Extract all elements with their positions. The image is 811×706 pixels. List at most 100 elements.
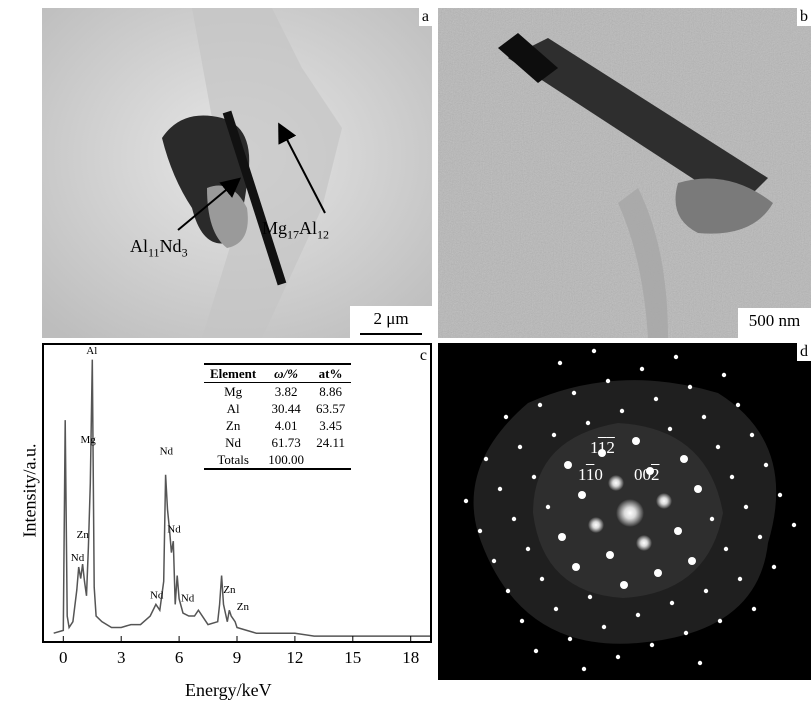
spectrum-line bbox=[53, 359, 430, 637]
cell: 63.57 bbox=[315, 400, 346, 416]
diffraction-spot bbox=[751, 606, 757, 612]
diffraction-spot bbox=[564, 461, 572, 469]
diffraction-spot bbox=[616, 499, 644, 527]
arrow-al11nd3 bbox=[177, 177, 242, 231]
peak-label: Zn bbox=[223, 584, 236, 596]
diffraction-spot bbox=[588, 517, 604, 533]
diffraction-spot bbox=[680, 455, 688, 463]
cell: Al bbox=[226, 400, 240, 416]
diffraction-spot bbox=[688, 557, 696, 565]
diffraction-spot bbox=[639, 366, 645, 372]
table-header-row: Element ω/% at% bbox=[204, 364, 352, 383]
x-tick-label: 18 bbox=[402, 648, 420, 667]
diffraction-spot bbox=[743, 504, 749, 510]
diffraction-spot bbox=[503, 414, 509, 420]
peak-label: Al bbox=[86, 345, 97, 357]
diffraction-spot bbox=[697, 660, 703, 666]
peak-label: Nd bbox=[167, 523, 181, 535]
diffraction-spot bbox=[673, 354, 679, 360]
tem-image-b: b 500 nm bbox=[438, 8, 811, 338]
diffraction-spot bbox=[667, 426, 673, 432]
peak-label: Nd bbox=[71, 552, 85, 564]
diffraction-spot bbox=[505, 588, 511, 594]
diffraction-spot bbox=[735, 402, 741, 408]
tem-image-a-graphic bbox=[42, 8, 432, 338]
diffraction-spot bbox=[619, 408, 625, 414]
scale-bar-b-text: 500 nm bbox=[748, 311, 801, 330]
x-tick-label: 3 bbox=[116, 648, 126, 667]
diffraction-spot bbox=[591, 348, 597, 354]
diffraction-spot bbox=[585, 420, 591, 426]
diffraction-spot bbox=[553, 606, 559, 612]
diffraction-spot bbox=[674, 527, 682, 535]
saed-pattern bbox=[463, 348, 797, 672]
table-row: Zn 4.01 3.45 bbox=[204, 417, 351, 434]
zone-index-002: 002 bbox=[634, 465, 660, 484]
scale-bar-a-line bbox=[360, 333, 422, 335]
panel-label-a: a bbox=[418, 8, 432, 26]
panel-label-d: d bbox=[797, 343, 811, 361]
diffraction-spot bbox=[715, 444, 721, 450]
diffraction-spot bbox=[463, 498, 469, 504]
tem-image-a: a Al11Nd3 Mg17Al12 2 μm bbox=[42, 8, 432, 338]
diffraction-spot bbox=[511, 516, 517, 522]
cell: 4.01 bbox=[274, 417, 298, 433]
chart-frame bbox=[42, 343, 432, 643]
cell: 3.82 bbox=[274, 383, 298, 399]
scale-bar-b: 500 nm bbox=[738, 308, 811, 338]
diffraction-spot bbox=[572, 563, 580, 571]
annotation-mg17al12: Mg17Al12 bbox=[262, 218, 330, 242]
column-header: ω/% bbox=[274, 365, 299, 381]
y-axis-label: Intensity/a.u. bbox=[19, 443, 40, 538]
diffraction-spot bbox=[620, 581, 628, 589]
diffraction-spot bbox=[545, 504, 551, 510]
eds-composition-table: Element ω/% at% Mg 3.82 8.86 Al 30.44 63.57 … bbox=[204, 363, 352, 470]
diffraction-spot bbox=[646, 467, 654, 475]
diffraction-spot bbox=[598, 449, 606, 457]
diffraction-spot bbox=[519, 618, 525, 624]
table-row: Mg 3.82 8.86 bbox=[204, 383, 351, 401]
diffraction-spot bbox=[777, 492, 783, 498]
diffraction-spot bbox=[791, 522, 797, 528]
diffraction-spot bbox=[703, 588, 709, 594]
diffraction-spot bbox=[539, 576, 545, 582]
diffraction-spot bbox=[771, 564, 777, 570]
zone-index-110: 110 bbox=[578, 465, 603, 484]
diffraction-spot bbox=[578, 491, 586, 499]
diffraction-spot bbox=[737, 576, 743, 582]
diffraction-spot bbox=[709, 516, 715, 522]
diffraction-spot bbox=[694, 485, 702, 493]
cell: Nd bbox=[225, 434, 242, 450]
peak-label: Zn bbox=[77, 529, 90, 541]
panel-label-b: b bbox=[797, 8, 811, 26]
peak-label: Nd bbox=[181, 592, 195, 604]
saed-pattern-panel: d 112 110 002 bbox=[438, 343, 811, 680]
diffraction-spot bbox=[605, 378, 611, 384]
x-tick-label: 9 bbox=[232, 648, 242, 667]
diffraction-spot bbox=[701, 414, 707, 420]
cell: 30.44 bbox=[271, 400, 301, 416]
diffraction-spot bbox=[608, 475, 624, 491]
diffraction-spot bbox=[537, 402, 543, 408]
diffraction-spot bbox=[517, 444, 523, 450]
cell: 3.45 bbox=[319, 417, 342, 433]
annotation-arrows bbox=[177, 122, 326, 231]
diffraction-spot bbox=[649, 642, 655, 648]
diffraction-spot bbox=[525, 546, 531, 552]
x-tick-label: 0 bbox=[59, 648, 68, 667]
diffraction-spot bbox=[477, 528, 483, 534]
eds-spectrum-panel: Al Mg Zn Nd Nd Nd Nd Nd Zn Zn c bbox=[42, 343, 432, 643]
diffraction-spot bbox=[533, 648, 539, 654]
diffraction-spot bbox=[763, 462, 769, 468]
table-row: Nd 61.73 24.11 bbox=[204, 434, 351, 451]
cell: 24.11 bbox=[316, 434, 345, 450]
diffraction-spot bbox=[635, 612, 641, 618]
cell: 61.73 bbox=[271, 434, 301, 450]
diffraction-spot bbox=[636, 535, 652, 551]
tem-image-b-graphic bbox=[438, 8, 811, 338]
diffraction-spot bbox=[757, 534, 763, 540]
panel-label-c: c bbox=[416, 347, 430, 365]
column-header: at% bbox=[318, 365, 343, 381]
cell: Totals bbox=[217, 451, 249, 467]
peak-label: Mg bbox=[80, 434, 96, 446]
